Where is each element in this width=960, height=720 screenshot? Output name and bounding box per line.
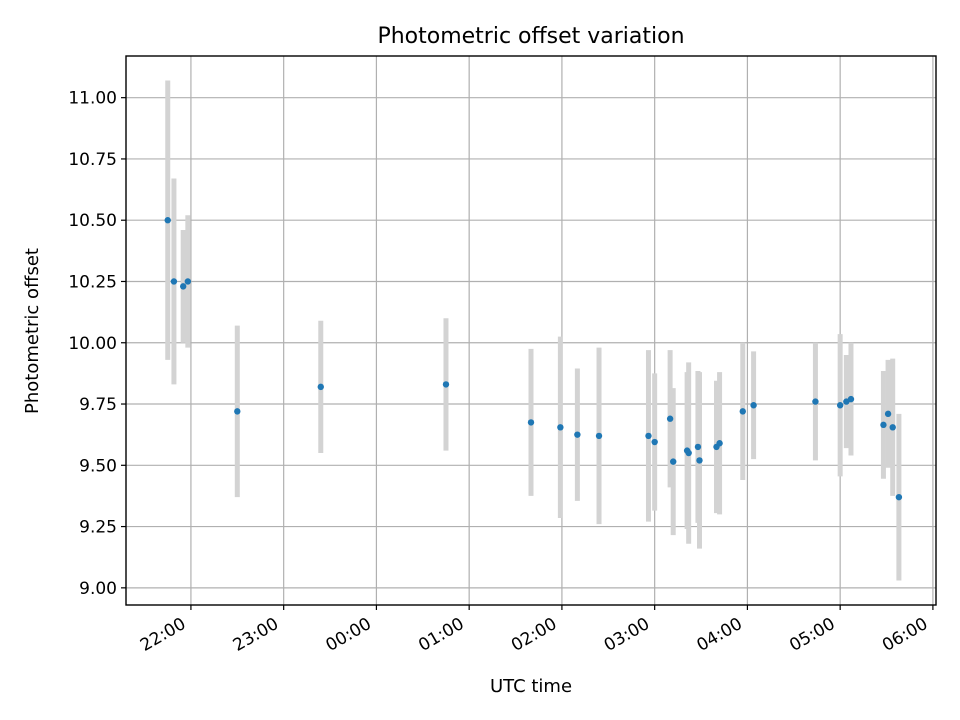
data-point	[739, 408, 746, 415]
y-tick-label: 10.75	[68, 150, 117, 170]
y-tick-label: 9.75	[79, 395, 117, 415]
x-axis-label: UTC time	[490, 676, 572, 697]
data-point	[574, 431, 581, 438]
data-point	[442, 381, 450, 388]
y-tick-label: 11.00	[68, 89, 117, 109]
data-point	[645, 432, 652, 440]
data-point	[184, 278, 192, 285]
data-point	[670, 458, 677, 465]
data-point	[880, 421, 887, 429]
data-point	[595, 432, 603, 440]
data-point	[685, 449, 692, 457]
data-point	[812, 398, 819, 405]
data-point	[836, 402, 844, 409]
data-point	[750, 402, 757, 409]
data-point	[666, 415, 674, 422]
y-tick-label: 10.00	[68, 334, 117, 354]
data-point	[234, 408, 241, 415]
plot-frame	[125, 55, 937, 606]
data-point	[847, 395, 855, 403]
data-point	[696, 457, 703, 464]
data-point	[694, 443, 702, 451]
data-point	[895, 493, 903, 501]
data-points	[164, 217, 903, 501]
grid-lines	[126, 56, 936, 605]
data-point	[651, 438, 658, 446]
data-point	[170, 278, 178, 285]
data-point	[889, 424, 896, 431]
y-tick-label: 10.50	[68, 211, 117, 231]
data-point	[557, 424, 564, 431]
data-point	[527, 419, 535, 426]
y-axis: 9.00 9.25 9.50 9.75 10.00 10.25 10.50 10.75 11.0…	[68, 89, 126, 599]
data-point	[179, 283, 187, 290]
data-point	[317, 383, 324, 391]
y-axis-label: Photometric offset	[22, 248, 43, 414]
data-point	[716, 440, 723, 447]
y-tick-label: 9.00	[79, 579, 117, 599]
y-tick-label: 9.50	[79, 456, 117, 476]
chart-title: Photometric offset variation	[377, 24, 684, 49]
y-tick-label: 10.25	[68, 272, 117, 292]
data-point	[884, 410, 892, 418]
data-point	[164, 217, 171, 224]
y-tick-label: 9.25	[79, 518, 117, 538]
